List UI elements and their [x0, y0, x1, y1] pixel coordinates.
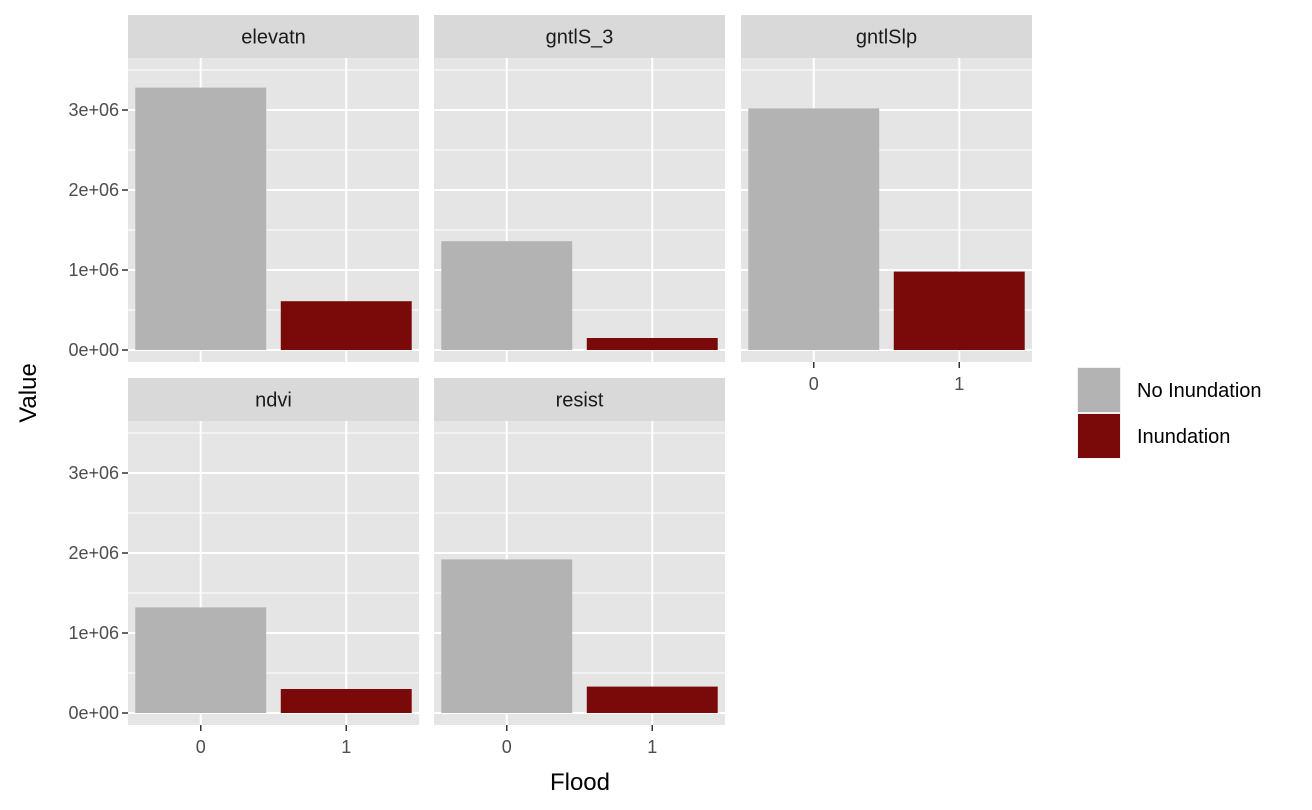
bar-ndvi-0	[135, 607, 267, 713]
facet-panel-resist: resist 0 1	[434, 378, 725, 757]
legend-swatch-inundation	[1078, 414, 1120, 458]
bar-resist-1	[586, 686, 718, 713]
x-tick-label: 1	[647, 737, 657, 757]
legend-swatch-no-inundation	[1078, 368, 1120, 412]
bar-gntlSlp-1	[893, 271, 1025, 350]
y-tick-label: 1e+06	[68, 260, 119, 280]
facet-strip-label: resist	[556, 390, 604, 412]
x-tick-label: 0	[196, 737, 206, 757]
facet-strip	[128, 378, 419, 421]
facet-strip-label: ndvi	[255, 390, 292, 412]
facet-strip	[434, 378, 725, 421]
bar-gntlS_3-0	[441, 241, 573, 350]
facet-panel-ndvi: ndvi 0e+00 1e+06 2e+06 3e+06 0 1	[68, 378, 419, 757]
bar-resist-0	[441, 559, 573, 713]
y-tick-label: 2e+06	[68, 180, 119, 200]
x-axis-title: Flood	[550, 769, 610, 796]
y-tick-label: 3e+06	[68, 100, 119, 120]
y-tick-label: 3e+06	[68, 463, 119, 483]
legend-label: No Inundation	[1137, 380, 1262, 402]
bar-elevatn-0	[135, 87, 267, 350]
bar-gntlSlp-0	[748, 108, 880, 351]
facet-panel-gntlS_3: gntlS_3	[434, 15, 725, 362]
facet-strip	[741, 15, 1032, 58]
y-tick-label: 2e+06	[68, 543, 119, 563]
legend: No Inundation Inundation	[1077, 367, 1262, 459]
y-axis-title: Value	[15, 363, 42, 423]
x-tick-label: 0	[809, 374, 819, 394]
y-tick-label: 0e+00	[68, 340, 119, 360]
bar-gntlS_3-1	[586, 338, 718, 350]
x-tick-label: 1	[954, 374, 964, 394]
facet-strip-label: elevatn	[241, 27, 306, 49]
x-tick-label: 1	[341, 737, 351, 757]
x-tick-label: 0	[502, 737, 512, 757]
facet-panel-elevatn: elevatn 0e+00 1e+06 2e+06 3e+06	[68, 15, 419, 362]
panels-layer: elevatn 0e+00 1e+06 2e+06 3e+06 gntlS_3 gntlSl…	[68, 15, 1032, 757]
y-tick-label: 1e+06	[68, 623, 119, 643]
facet-strip-label: gntlSlp	[856, 27, 917, 49]
legend-label: Inundation	[1137, 426, 1230, 448]
facet-strip	[434, 15, 725, 58]
bar-elevatn-1	[280, 301, 412, 350]
facet-panel-gntlSlp: gntlSlp 0 1	[741, 15, 1032, 394]
facet-strip-label: gntlS_3	[546, 27, 614, 49]
y-tick-label: 0e+00	[68, 703, 119, 723]
bar-ndvi-1	[280, 689, 412, 713]
facet-strip	[128, 15, 419, 58]
